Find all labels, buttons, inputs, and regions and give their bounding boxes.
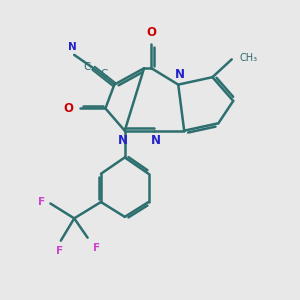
Text: C: C xyxy=(83,62,91,72)
Text: N: N xyxy=(118,134,128,147)
Text: N: N xyxy=(175,68,185,81)
Text: O: O xyxy=(64,102,74,115)
Text: N: N xyxy=(151,134,161,147)
Text: N: N xyxy=(68,42,77,52)
Text: CH₃: CH₃ xyxy=(239,53,257,63)
Text: F: F xyxy=(56,246,63,256)
Text: O: O xyxy=(146,26,157,39)
Text: F: F xyxy=(93,243,100,253)
Text: C: C xyxy=(100,69,108,79)
Text: F: F xyxy=(38,197,45,207)
